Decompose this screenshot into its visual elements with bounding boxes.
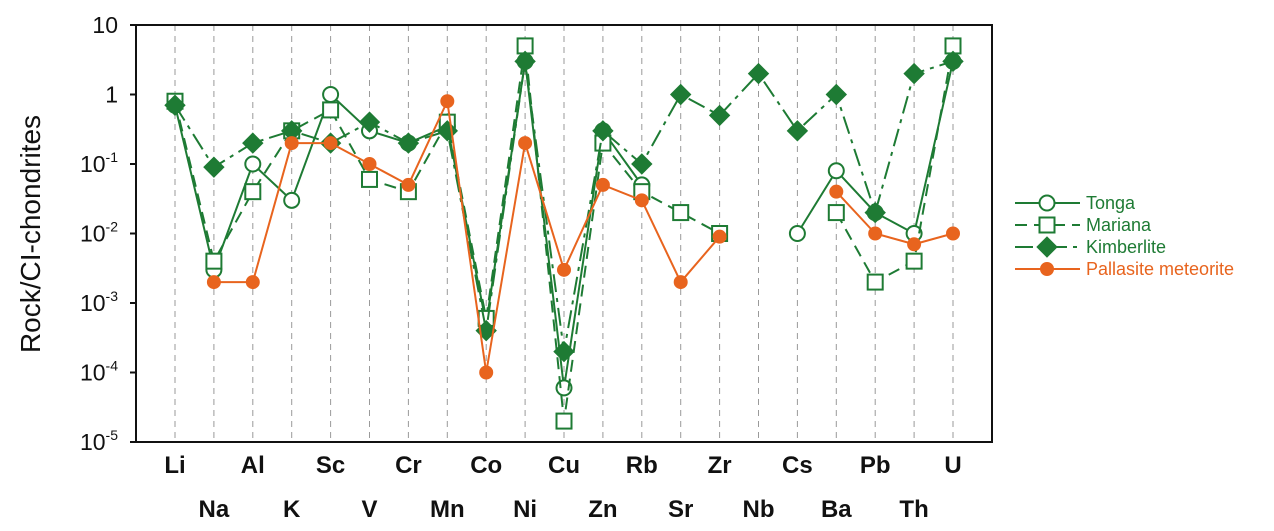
data-point-Na xyxy=(203,156,225,178)
data-point-U xyxy=(946,226,960,241)
y-tick-label: 10-5 xyxy=(80,427,118,455)
x-tick-label-Al: Al xyxy=(241,452,265,479)
legend-label: Pallasite meteorite xyxy=(1086,259,1234,279)
data-point-Ba xyxy=(827,204,845,222)
x-tick-label-Zr: Zr xyxy=(708,452,732,479)
data-point-Cu xyxy=(555,412,573,430)
x-tick-label-Cs: Cs xyxy=(782,452,813,479)
data-point-U xyxy=(942,50,964,73)
data-point-Al xyxy=(244,183,262,201)
legend-marker xyxy=(1036,236,1058,258)
data-point-Sr xyxy=(673,275,688,290)
x-tick-label-Rb: Rb xyxy=(626,452,658,479)
x-tick-label-Co: Co xyxy=(470,452,502,479)
data-point-V xyxy=(361,170,378,188)
legend-entry: Kimberlite xyxy=(1015,236,1166,258)
data-point-Al xyxy=(242,132,264,154)
data-point-Rb xyxy=(631,153,653,175)
x-tick-label-U: U xyxy=(944,452,961,479)
x-tick-label-Zn: Zn xyxy=(588,496,617,523)
x-tick-label-Cr: Cr xyxy=(395,452,422,479)
legend-entry: Tonga xyxy=(1015,193,1136,213)
x-tick-label-Th: Th xyxy=(899,496,928,523)
data-point-Sr xyxy=(669,83,692,106)
data-point-K xyxy=(283,191,301,209)
data-point-Sc xyxy=(322,101,340,119)
series-pallasite-meteorite xyxy=(206,94,960,380)
x-tick-label-Sr: Sr xyxy=(668,496,693,523)
data-point-Zn xyxy=(595,177,610,192)
data-point-Pb xyxy=(868,226,883,241)
data-point-Cr xyxy=(401,177,416,192)
data-point-Na xyxy=(206,275,221,290)
series-lines xyxy=(164,37,964,430)
data-point-Na xyxy=(205,252,223,270)
x-tick-label-Mn: Mn xyxy=(430,496,465,523)
data-point-K xyxy=(284,136,299,151)
x-tick-label-V: V xyxy=(361,496,377,523)
data-point-Al xyxy=(245,275,260,290)
data-point-Li xyxy=(164,94,186,116)
data-point-Al xyxy=(244,155,262,173)
data-point-Mn xyxy=(440,94,455,109)
data-point-Zn xyxy=(592,120,614,142)
legend-entry: Pallasite meteorite xyxy=(1015,259,1234,279)
data-point-Th xyxy=(903,62,925,85)
x-tick-label-Sc: Sc xyxy=(316,452,345,479)
legend-marker xyxy=(1038,194,1056,212)
legend-label: Mariana xyxy=(1086,215,1152,235)
legend-marker xyxy=(1038,216,1056,234)
data-point-Cr xyxy=(397,132,420,154)
data-point-Sc xyxy=(323,136,338,151)
y-tick-label: 10-3 xyxy=(80,288,118,316)
x-tick-label-Pb: Pb xyxy=(860,452,891,479)
x-tick-label-K: K xyxy=(283,496,301,523)
x-tick-label-Cu: Cu xyxy=(548,452,580,479)
x-tick-label-Li: Li xyxy=(164,452,185,479)
data-point-Ni xyxy=(514,50,536,73)
y-tick-label: 1 xyxy=(105,82,118,108)
data-point-Th xyxy=(905,252,923,270)
data-point-Sr xyxy=(672,204,690,222)
y-tick-label: 10-1 xyxy=(80,149,118,177)
legend-entry: Mariana xyxy=(1015,215,1152,235)
y-tick-label: 10-2 xyxy=(80,219,118,247)
data-point-Cu xyxy=(553,340,575,363)
legend-label: Kimberlite xyxy=(1086,237,1166,257)
legend-label: Tonga xyxy=(1086,193,1136,213)
data-point-Ba xyxy=(827,162,845,180)
x-tick-label-Ba: Ba xyxy=(821,496,852,523)
data-point-V xyxy=(362,157,377,171)
data-point-Cu xyxy=(557,262,571,277)
y-tick-label: 10 xyxy=(92,12,118,38)
x-tick-label-Ni: Ni xyxy=(513,496,537,523)
data-point-Zr xyxy=(712,229,727,244)
data-point-Sc xyxy=(322,86,340,103)
data-point-Ba xyxy=(825,83,848,106)
series-line-segment xyxy=(835,45,954,284)
data-point-Rb xyxy=(634,193,649,208)
data-point-Pb xyxy=(866,273,884,291)
x-tick-label-Nb: Nb xyxy=(743,496,775,523)
data-point-Cs xyxy=(786,120,809,142)
x-tick-label-Na: Na xyxy=(199,496,230,523)
series-line-segment xyxy=(835,190,954,246)
y-axis-label: Rock/CI-chondrites xyxy=(15,115,46,353)
data-point-V xyxy=(358,111,381,133)
y-tick-label: 10-4 xyxy=(80,358,118,386)
data-point-Co xyxy=(479,365,494,380)
data-point-Cs xyxy=(788,225,806,242)
data-point-Pb xyxy=(864,201,886,224)
legend-marker xyxy=(1040,262,1054,276)
data-point-Th xyxy=(907,237,922,252)
y-axis-ticks: 10-5 10-4 10-3 10-2 10-1 1 10 xyxy=(80,12,136,455)
data-point-Ba xyxy=(829,184,844,199)
data-point-Zr xyxy=(708,104,731,127)
data-point-Ni xyxy=(518,136,533,151)
data-point-Nb xyxy=(747,62,770,85)
